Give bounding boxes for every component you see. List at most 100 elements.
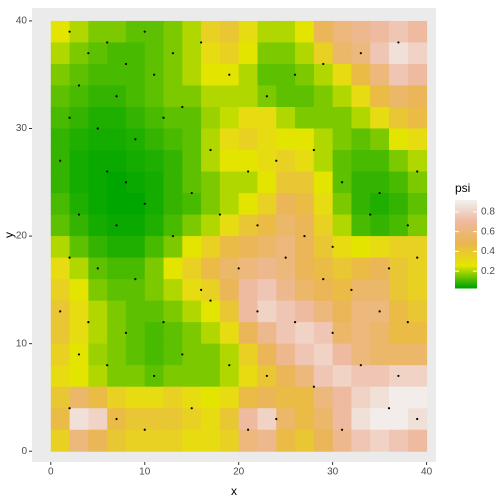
tile	[370, 20, 390, 43]
tile	[257, 106, 277, 129]
tile	[88, 42, 108, 65]
y-tick-label: 40	[16, 16, 28, 27]
tile	[125, 193, 146, 216]
point	[322, 62, 325, 66]
tile	[144, 408, 165, 431]
tile	[201, 85, 221, 108]
tile	[313, 150, 334, 173]
legend-gradient	[455, 242, 477, 245]
tile	[201, 429, 221, 452]
legend-gradient	[455, 204, 477, 207]
tile	[351, 300, 371, 323]
tile	[257, 408, 277, 431]
tile	[407, 150, 428, 173]
tile	[125, 300, 146, 323]
legend-gradient	[455, 284, 477, 287]
tile	[389, 343, 409, 366]
tile	[295, 193, 315, 216]
legend-gradient	[455, 256, 477, 259]
tile	[182, 429, 202, 452]
point	[59, 159, 62, 162]
tile	[351, 20, 371, 43]
tile	[276, 85, 296, 108]
tile	[50, 322, 71, 345]
tile	[144, 150, 165, 173]
tile	[238, 150, 258, 173]
x-tick-label: 10	[139, 467, 151, 478]
tile	[370, 365, 390, 388]
tile	[107, 257, 127, 280]
tile	[88, 171, 108, 194]
point	[106, 41, 109, 44]
tile	[182, 322, 202, 345]
tile	[295, 300, 315, 323]
tile	[219, 365, 240, 388]
tile	[351, 214, 371, 237]
tile	[163, 150, 183, 173]
tile	[125, 63, 146, 86]
point	[96, 267, 99, 270]
tile	[50, 365, 71, 388]
tile	[238, 365, 258, 388]
tile	[313, 429, 334, 452]
tile	[69, 128, 89, 151]
tile	[313, 20, 334, 43]
tile	[370, 42, 390, 65]
tile	[201, 386, 221, 409]
point	[134, 278, 137, 281]
tile	[351, 386, 371, 409]
tile	[370, 236, 390, 259]
tile	[88, 408, 108, 431]
point	[181, 105, 184, 109]
tile	[332, 408, 352, 431]
point	[228, 73, 231, 76]
tile	[144, 257, 165, 280]
tile	[257, 128, 277, 151]
tile	[238, 300, 258, 323]
tile	[219, 300, 240, 323]
tile	[219, 150, 240, 173]
tile	[389, 408, 409, 431]
tile	[389, 193, 409, 216]
tile	[295, 20, 315, 43]
legend-label: 0.4	[481, 246, 495, 257]
point	[378, 191, 381, 195]
legend-label: 0.6	[481, 226, 495, 237]
legend-gradient	[455, 216, 477, 219]
tile	[163, 193, 183, 216]
point	[275, 159, 278, 162]
y-tick-label: 30	[16, 123, 28, 134]
tile	[295, 63, 315, 86]
tile	[295, 343, 315, 366]
tile	[144, 322, 165, 345]
point	[265, 374, 268, 378]
legend-gradient	[455, 270, 477, 273]
tile	[351, 171, 371, 194]
tile	[144, 106, 165, 129]
tile	[144, 42, 165, 65]
tile	[257, 322, 277, 345]
point	[340, 428, 344, 431]
tile	[407, 171, 428, 194]
tile	[107, 20, 127, 43]
point	[115, 417, 118, 421]
tile	[238, 171, 258, 194]
point	[68, 256, 71, 259]
tile	[370, 386, 390, 409]
tile	[295, 322, 315, 345]
tile	[201, 365, 221, 388]
tile	[407, 214, 428, 237]
legend-gradient	[455, 232, 477, 235]
tile	[257, 236, 277, 259]
tile	[370, 193, 390, 216]
tile	[238, 106, 258, 129]
x-tick-label: 20	[233, 467, 245, 478]
legend-gradient	[455, 228, 477, 231]
tile	[88, 429, 108, 452]
x-tick-label: 0	[48, 467, 54, 478]
tile	[370, 429, 390, 452]
tile	[201, 300, 221, 323]
tile	[182, 236, 202, 259]
legend-gradient	[455, 230, 477, 233]
point	[284, 256, 287, 259]
